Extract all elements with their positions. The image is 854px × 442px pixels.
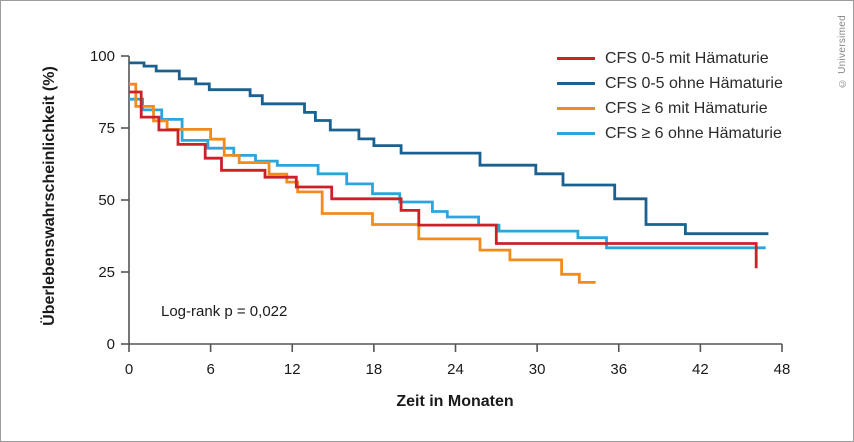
series-line-2 — [129, 82, 596, 284]
legend-item: CFS 0-5 ohne Hämaturie — [557, 71, 783, 96]
y-tick-label: 50 — [98, 192, 115, 209]
copyright-credit: © Universimed — [837, 15, 848, 89]
legend-item: CFS 0-5 mit Hämaturie — [557, 46, 783, 71]
x-axis-title: Zeit in Monaten — [396, 393, 514, 410]
legend-swatch-lightblue-line — [557, 132, 595, 135]
legend-label: CFS ≥ 6 ohne Hämaturie — [605, 124, 782, 142]
y-tick-label: 75 — [98, 120, 115, 137]
legend-swatch-darkblue-line — [557, 82, 595, 85]
y-tick-label: 25 — [98, 264, 115, 281]
x-tick-label: 24 — [447, 361, 464, 378]
legend-item: CFS ≥ 6 ohne Hämaturie — [557, 121, 783, 146]
x-tick-label: 30 — [529, 361, 546, 378]
log-rank-p-value: Log-rank p = 0,022 — [161, 303, 288, 320]
legend-label: CFS 0-5 mit Hämaturie — [605, 49, 769, 67]
legend-item: CFS ≥ 6 mit Hämaturie — [557, 96, 783, 121]
x-tick-label: 6 — [206, 361, 214, 378]
legend: CFS 0-5 mit Hämaturie CFS 0-5 ohne Hämat… — [557, 46, 783, 146]
y-tick-label: 100 — [90, 48, 115, 65]
x-tick-label: 48 — [774, 361, 791, 378]
legend-label: CFS 0-5 ohne Hämaturie — [605, 74, 783, 92]
y-axis-title: Überlebenswahrscheinlichkeit (%) — [41, 66, 58, 326]
legend-swatch-orange-line — [557, 107, 595, 110]
legend-swatch-red-line — [557, 57, 595, 60]
x-tick-label: 18 — [366, 361, 383, 378]
legend-label: CFS ≥ 6 mit Hämaturie — [605, 99, 768, 117]
x-tick-label: 0 — [125, 361, 133, 378]
x-tick-label: 36 — [610, 361, 627, 378]
series-line-0 — [129, 90, 758, 269]
series-line-1 — [129, 61, 769, 236]
x-tick-label: 12 — [284, 361, 301, 378]
series-line-3 — [129, 97, 766, 250]
x-tick-label: 42 — [692, 361, 709, 378]
y-tick-label: 0 — [107, 336, 115, 353]
